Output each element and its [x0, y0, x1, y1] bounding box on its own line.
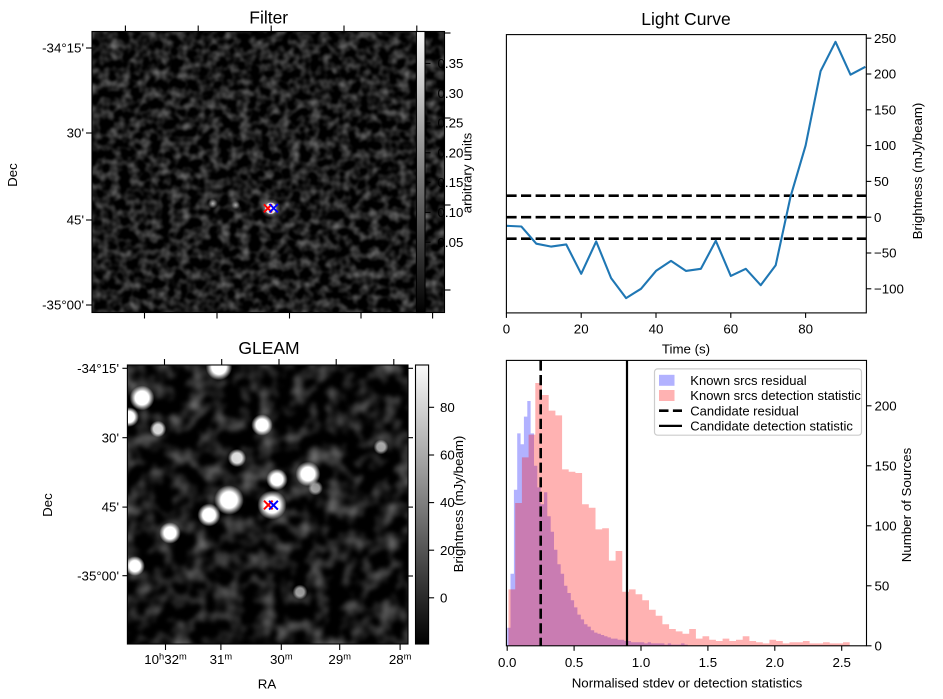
svg-text:−50: −50 — [874, 246, 897, 261]
svg-text:0.15: 0.15 — [438, 175, 464, 190]
svg-text:29m: 29m — [328, 651, 351, 667]
svg-text:31m: 31m — [210, 651, 233, 667]
svg-text:20: 20 — [574, 321, 589, 336]
svg-text:30': 30' — [102, 430, 119, 445]
svg-text:Candidate residual: Candidate residual — [690, 403, 799, 418]
svg-text:-35°00': -35°00' — [42, 298, 84, 313]
svg-text:Brightness (mJy/beam): Brightness (mJy/beam) — [910, 103, 925, 240]
svg-text:30m: 30m — [270, 651, 293, 667]
svg-text:-35°00': -35°00' — [77, 568, 119, 583]
svg-text:-34°15': -34°15' — [42, 41, 84, 56]
svg-text:Known srcs detection statistic: Known srcs detection statistic — [690, 388, 861, 403]
svg-text:2.5: 2.5 — [832, 655, 851, 670]
svg-text:Filter: Filter — [249, 8, 288, 28]
svg-text:60: 60 — [440, 448, 455, 463]
svg-text:RA: RA — [258, 677, 277, 692]
svg-text:Normalised stdev or detection: Normalised stdev or detection statistics — [572, 675, 803, 690]
svg-text:50: 50 — [875, 578, 890, 593]
svg-text:-34°15': -34°15' — [77, 361, 119, 376]
svg-text:Brightness (mJy/beam): Brightness (mJy/beam) — [451, 436, 466, 573]
svg-text:40: 40 — [440, 495, 455, 510]
svg-text:0: 0 — [503, 321, 510, 336]
svg-text:0.30: 0.30 — [438, 86, 464, 101]
svg-text:60: 60 — [723, 321, 738, 336]
svg-text:200: 200 — [875, 398, 897, 413]
svg-text:1.5: 1.5 — [699, 655, 718, 670]
svg-text:80: 80 — [440, 400, 455, 415]
svg-text:100: 100 — [874, 138, 896, 153]
svg-text:−100: −100 — [874, 281, 904, 296]
svg-text:10h32m: 10h32m — [144, 651, 187, 667]
svg-text:0.25: 0.25 — [438, 116, 464, 131]
svg-text:0: 0 — [440, 590, 447, 605]
svg-text:40: 40 — [649, 321, 664, 336]
svg-text:0: 0 — [874, 210, 881, 225]
svg-text:2.0: 2.0 — [766, 655, 785, 670]
svg-text:80: 80 — [798, 321, 813, 336]
svg-text:Dec: Dec — [40, 493, 55, 517]
svg-text:1.0: 1.0 — [632, 655, 651, 670]
svg-text:Known srcs residual: Known srcs residual — [690, 373, 806, 388]
svg-text:150: 150 — [874, 102, 896, 117]
svg-text:0: 0 — [875, 638, 882, 653]
svg-text:20: 20 — [440, 543, 455, 558]
svg-text:0.10: 0.10 — [438, 205, 464, 220]
svg-text:45': 45' — [102, 500, 119, 515]
svg-text:250: 250 — [874, 31, 896, 46]
svg-text:Light Curve: Light Curve — [641, 9, 731, 29]
svg-text:Candidate detection statistic: Candidate detection statistic — [690, 419, 853, 434]
svg-text:0.35: 0.35 — [438, 56, 464, 71]
svg-text:0.05: 0.05 — [438, 235, 464, 250]
svg-text:150: 150 — [875, 458, 897, 473]
svg-text:GLEAM: GLEAM — [238, 338, 299, 358]
svg-text:100: 100 — [875, 518, 897, 533]
svg-text:200: 200 — [874, 67, 896, 82]
svg-text:0.20: 0.20 — [438, 145, 464, 160]
svg-text:0.0: 0.0 — [498, 655, 517, 670]
svg-text:30': 30' — [67, 126, 84, 141]
svg-text:28m: 28m — [389, 651, 412, 667]
svg-text:0.5: 0.5 — [565, 655, 584, 670]
svg-text:Time (s): Time (s) — [662, 342, 710, 357]
svg-text:Number of Sources: Number of Sources — [899, 447, 914, 562]
svg-text:Dec: Dec — [5, 163, 20, 187]
svg-text:arbitrary units: arbitrary units — [460, 132, 475, 213]
svg-text:45': 45' — [67, 213, 84, 228]
svg-text:50: 50 — [874, 174, 889, 189]
